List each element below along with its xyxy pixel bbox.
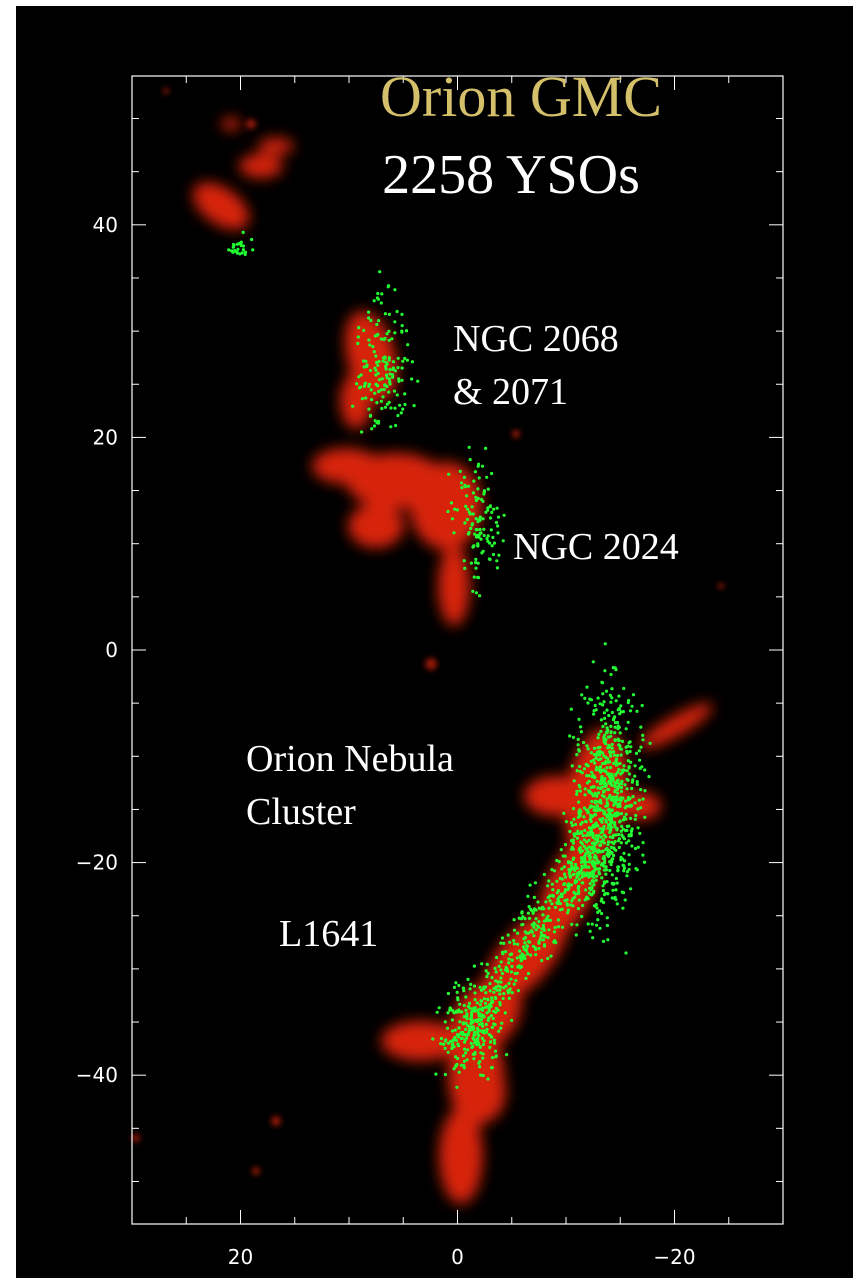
x-tick-label: 20 xyxy=(228,1245,253,1269)
y-tick-label: 40 xyxy=(93,213,118,237)
orion-gmc-map: 20 0 −20 40 20 0 −20 −40 Orion GMC 2258 YSOs NG… xyxy=(76,64,784,1269)
label-ngc2024: NGC 2024 xyxy=(513,526,679,568)
y-tick-label: −20 xyxy=(76,851,118,875)
axis-tick-labels: 20 0 −20 40 20 0 −20 −40 xyxy=(76,213,696,1269)
title: Orion GMC xyxy=(380,64,662,129)
image-frame: 20 0 −20 40 20 0 −20 −40 Orion GMC 2258 YSOs NG… xyxy=(16,6,853,1278)
label-onc-line1: Orion Nebula xyxy=(246,738,454,780)
x-tick-label: −20 xyxy=(653,1245,695,1269)
x-tick-label: 0 xyxy=(451,1245,464,1269)
label-onc-line2: Cluster xyxy=(246,791,356,833)
molecular-cloud-emission xyxy=(132,88,724,1204)
y-tick-label: 0 xyxy=(105,638,118,662)
label-ngc2068: NGC 2068 xyxy=(453,318,619,360)
label-l1641: L1641 xyxy=(279,913,378,955)
y-tick-label: 20 xyxy=(93,425,118,449)
axis-ticks xyxy=(131,76,784,1224)
subtitle: 2258 YSOs xyxy=(382,144,640,206)
yso-points xyxy=(227,230,652,1089)
y-tick-label: −40 xyxy=(76,1063,118,1087)
label-ngc2071: & 2071 xyxy=(453,371,568,413)
